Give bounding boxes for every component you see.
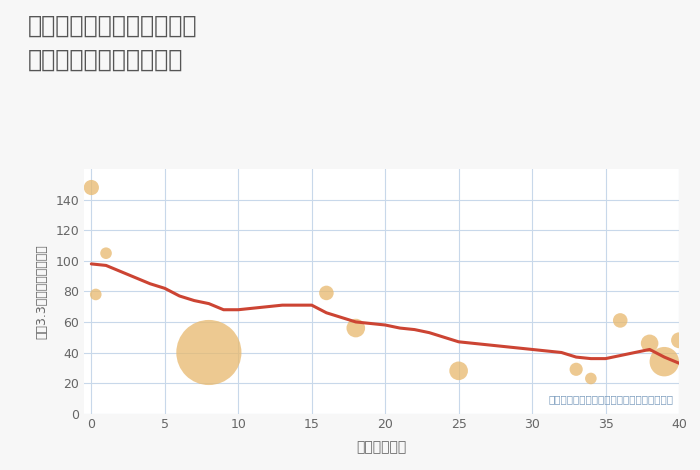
Point — [203, 349, 214, 356]
Point — [85, 184, 97, 191]
Point — [90, 290, 101, 298]
Point — [570, 366, 582, 373]
X-axis label: 築年数（年）: 築年数（年） — [356, 440, 407, 454]
Point — [321, 289, 332, 297]
Point — [453, 367, 464, 375]
Point — [615, 317, 626, 324]
Point — [673, 337, 685, 344]
Point — [100, 250, 111, 257]
Point — [644, 339, 655, 347]
Text: 円の大きさは、取引のあった物件面積を示す: 円の大きさは、取引のあった物件面積を示す — [548, 394, 673, 404]
Y-axis label: 坪（3.3㎡）単価（万円）: 坪（3.3㎡）単価（万円） — [35, 244, 48, 339]
Point — [350, 324, 361, 332]
Point — [585, 375, 596, 382]
Text: 千葉県千葉市中央区亥鼻の
築年数別中古戸建て価格: 千葉県千葉市中央区亥鼻の 築年数別中古戸建て価格 — [28, 14, 197, 71]
Point — [659, 358, 670, 366]
